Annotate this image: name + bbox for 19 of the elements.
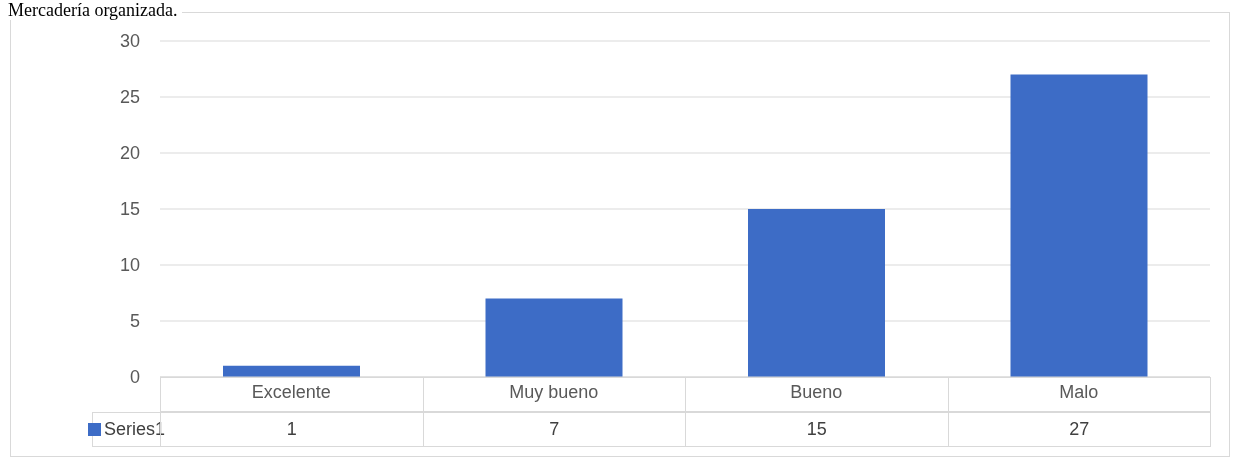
x-tick-label: Bueno [790, 381, 843, 402]
chart-title: Mercadería organizada. [8, 0, 182, 20]
bar [1010, 74, 1148, 377]
y-tick-label: 25 [119, 87, 140, 108]
x-tick-label: Malo [1059, 381, 1099, 402]
y-tick-label: 5 [129, 311, 140, 332]
data-label: 7 [422, 412, 686, 447]
y-tick-label: 15 [119, 199, 140, 220]
bar [748, 209, 885, 377]
y-tick-label: 0 [129, 367, 140, 388]
x-tick-label: Excelente [251, 381, 331, 402]
y-tick-label: 30 [119, 31, 140, 52]
y-tick-label: 20 [119, 143, 140, 164]
data-label: 27 [947, 412, 1211, 447]
bar [485, 298, 623, 377]
data-label: 1 [286, 419, 297, 439]
y-tick-label: 10 [119, 255, 140, 276]
x-tick-label: Muy bueno [509, 381, 599, 402]
data-label: 15 [685, 412, 949, 447]
